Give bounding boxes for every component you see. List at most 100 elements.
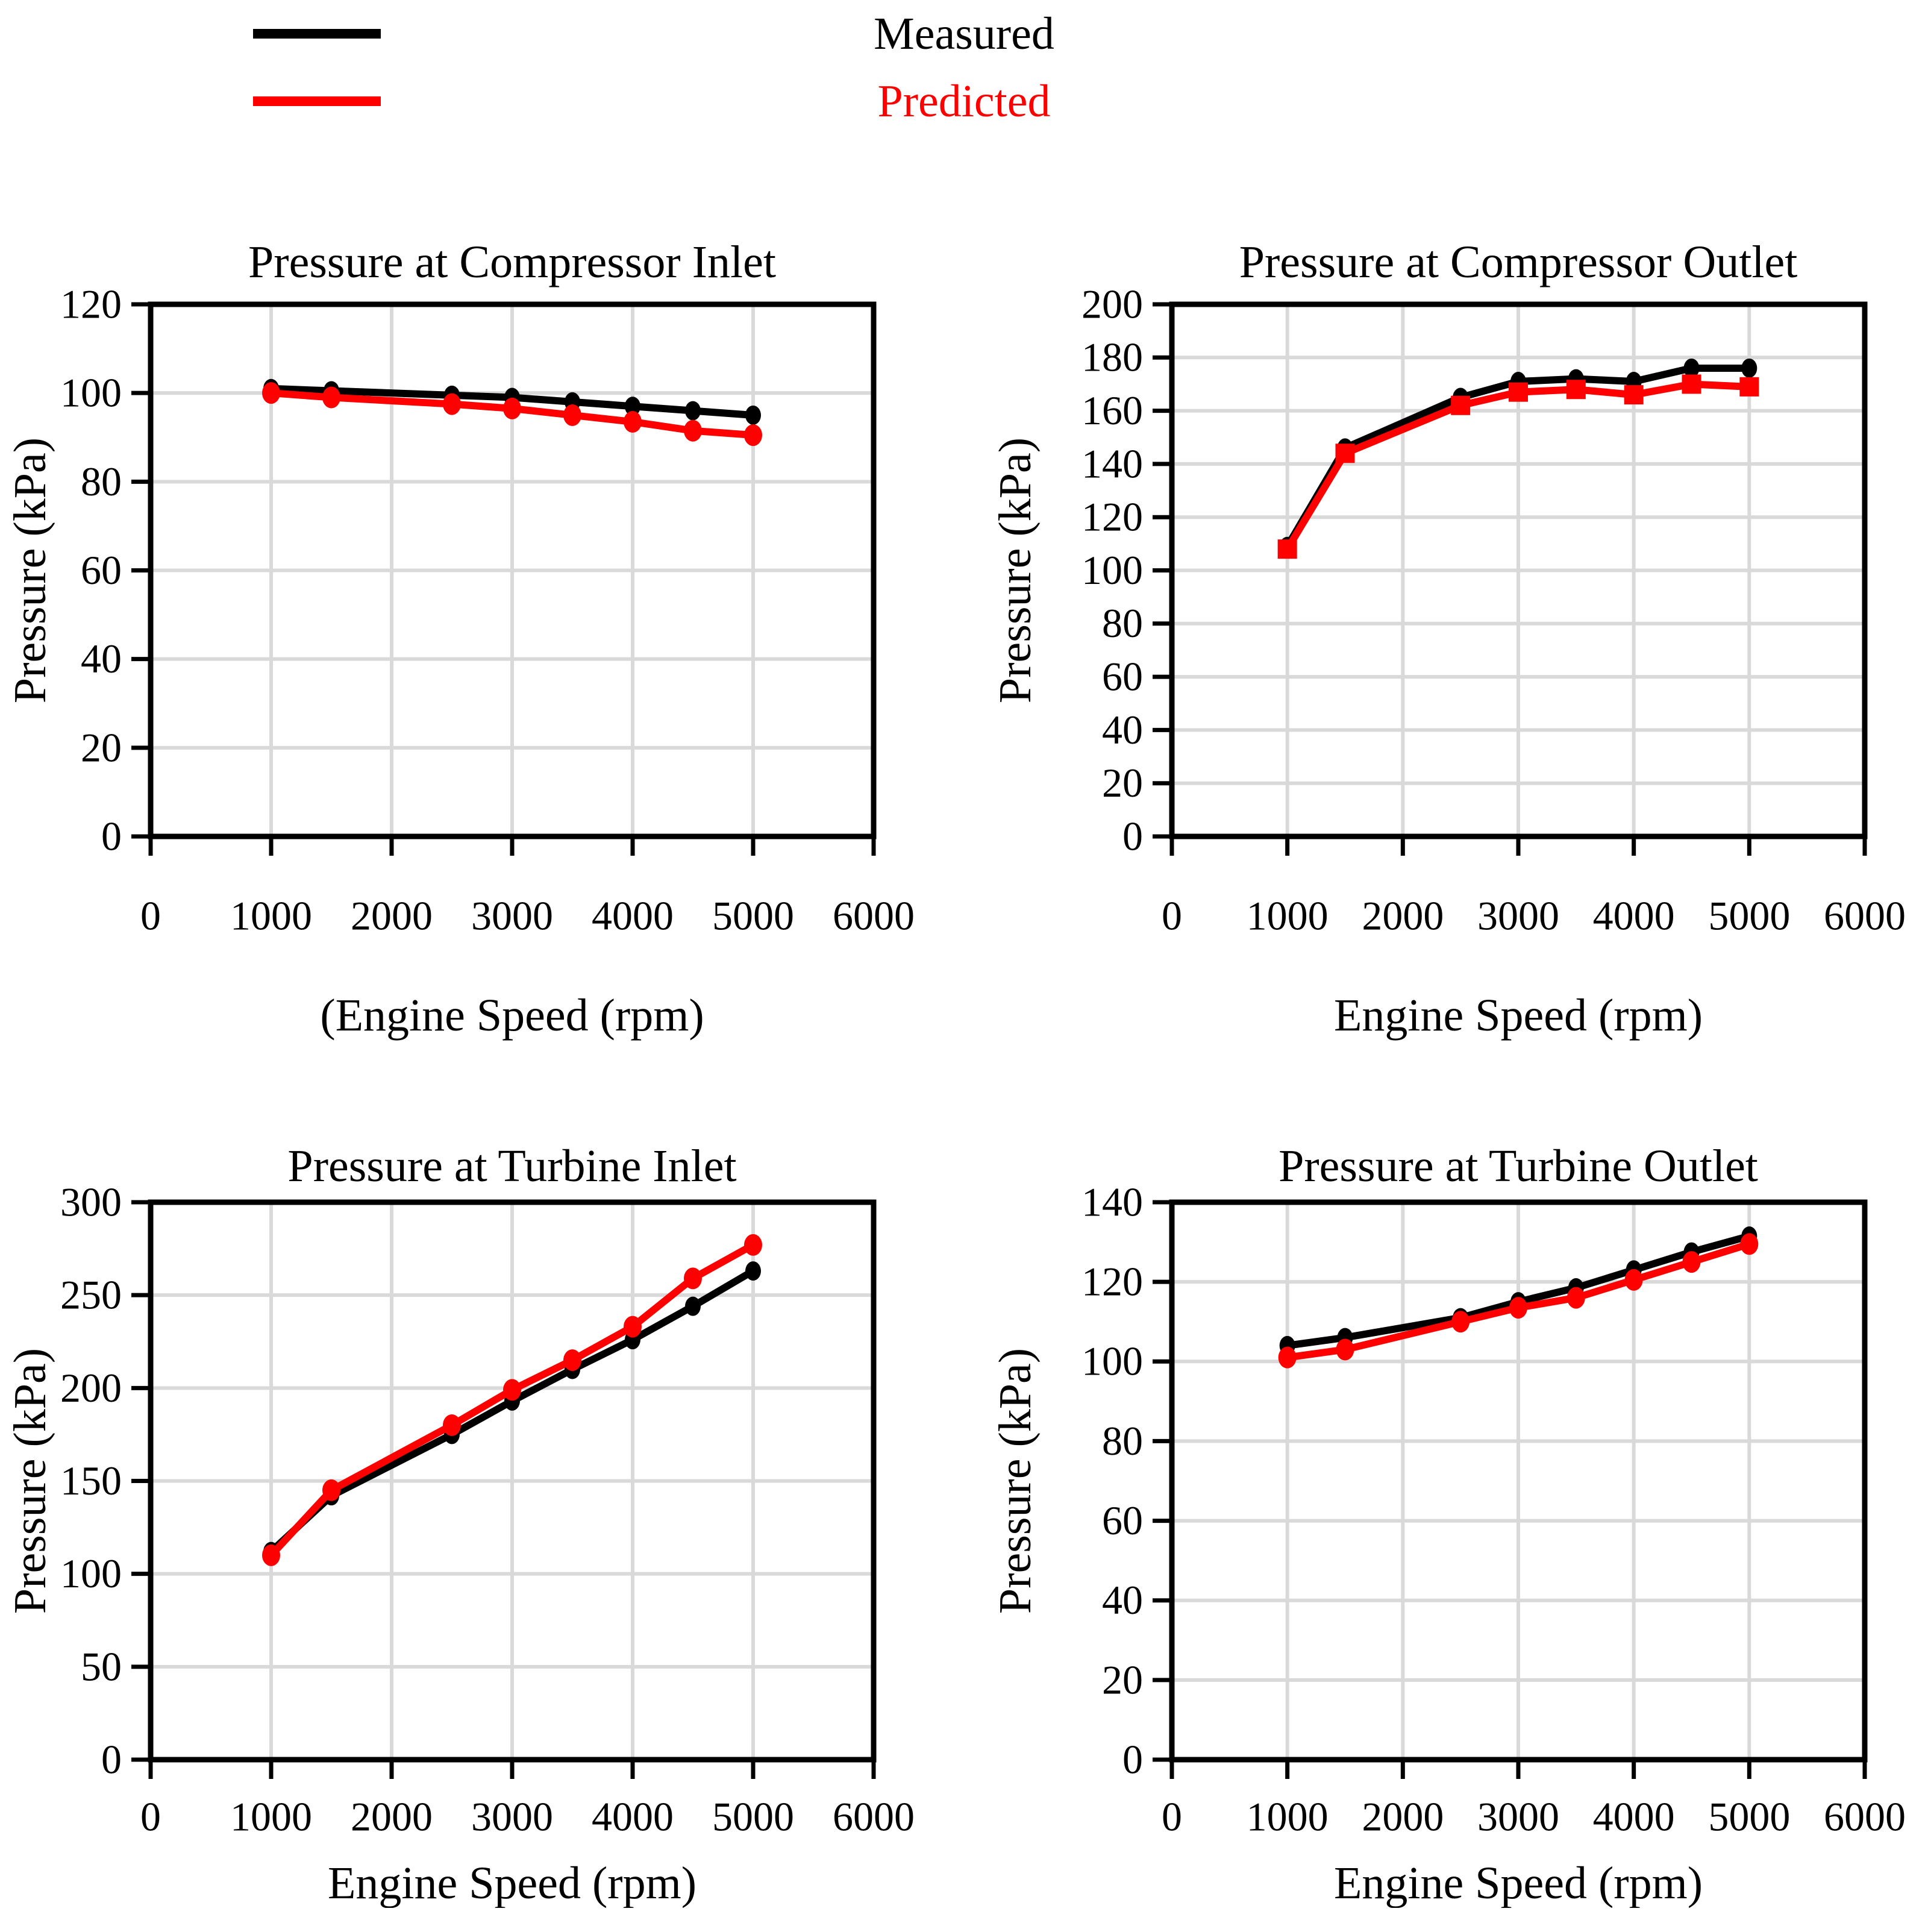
x-tick-label: 6000 — [833, 1793, 915, 1839]
data-point-predicted — [262, 382, 280, 404]
data-point-predicted — [1335, 444, 1355, 463]
x-axis-label: Engine Speed (rpm) — [328, 1858, 696, 1908]
y-tick-label: 150 — [60, 1458, 122, 1504]
x-tick-label: 5000 — [1708, 892, 1790, 938]
data-point-predicted — [1451, 395, 1471, 415]
y-tick-label: 80 — [81, 459, 122, 504]
x-tick-label: 1000 — [1247, 1793, 1329, 1839]
data-point-predicted — [1566, 380, 1586, 400]
charts-grid: 0 20 40 60 80 100 120 0 1000 2000 3000 4000 5000 6000… — [0, 145, 1928, 1908]
chart-title: Pressure at Turbine Inlet — [287, 1141, 736, 1191]
y-tick-label: 0 — [1122, 813, 1143, 859]
chart-pressure-turbine-inlet: 0 50 100 150 200 250 300 0 1000 2000 3000 4000 5000 6… — [0, 1079, 964, 1908]
chart-pressure-compressor-outlet: 0 20 40 60 80 100 120 140 160 180 200 0 1000 2000 3000… — [964, 145, 1928, 1079]
data-point-predicted — [1682, 1251, 1701, 1273]
y-tick-label: 200 — [1081, 281, 1143, 327]
data-point-predicted — [624, 410, 642, 433]
y-tick-label: 0 — [101, 1736, 122, 1782]
data-point-predicted — [1682, 374, 1701, 394]
data-point-measured — [1741, 358, 1757, 378]
data-point-predicted — [1451, 1311, 1470, 1333]
legend-item-measured: Measured — [0, 0, 1928, 67]
x-tick-label: 3000 — [471, 1793, 553, 1839]
y-tick-label: 250 — [60, 1272, 122, 1318]
data-point-predicted — [684, 419, 702, 442]
series-line-measured — [1283, 364, 1753, 550]
x-tick-label: 5000 — [712, 892, 794, 938]
y-tick-label: 60 — [1102, 654, 1143, 700]
y-tick-label: 40 — [81, 636, 122, 682]
x-axis-label: Engine Speed (rpm) — [1334, 990, 1703, 1041]
series-line-predicted — [268, 389, 757, 439]
data-point-predicted — [322, 386, 340, 409]
data-point-predicted — [1278, 1346, 1297, 1369]
x-tick-label: 6000 — [1824, 892, 1906, 938]
legend-label-measured: Measured — [874, 8, 1054, 59]
series-line-predicted — [1283, 1240, 1753, 1361]
y-axis-label: Pressure (kPa) — [5, 1348, 55, 1614]
data-point-predicted — [1740, 1233, 1759, 1255]
series-line-measured — [268, 384, 757, 419]
x-axis-label: Engine Speed (rpm) — [1334, 1858, 1703, 1908]
y-tick-label: 100 — [1081, 1338, 1143, 1384]
chart-canvas-compressor-inlet: 0 20 40 60 80 100 120 0 1000 2000 3000 4000 5000 6000… — [5, 237, 915, 1041]
data-point-predicted — [624, 1316, 642, 1338]
y-axis-label: Pressure (kPa) — [5, 438, 55, 703]
data-point-predicted — [1624, 385, 1644, 405]
y-tick-label: 100 — [1081, 547, 1143, 593]
chart-canvas-turbine-outlet: 0 20 40 60 80 100 120 140 0 1000 2000 3000 4000 5000 6… — [990, 1141, 1906, 1908]
data-point-predicted — [1624, 1269, 1643, 1291]
y-tick-label: 80 — [1102, 600, 1143, 646]
x-tick-label: 0 — [140, 1793, 161, 1839]
data-point-predicted — [443, 1414, 461, 1436]
x-tick-label: 2000 — [351, 1793, 433, 1839]
data-point-predicted — [443, 393, 461, 415]
y-tick-label: 20 — [1102, 760, 1143, 806]
x-tick-label: 6000 — [833, 892, 915, 938]
chart-title: Pressure at Turbine Outlet — [1279, 1141, 1758, 1191]
y-tick-label: 100 — [60, 1551, 122, 1596]
data-point-measured — [745, 1261, 761, 1281]
data-point-measured — [625, 397, 640, 416]
x-tick-label: 3000 — [471, 892, 553, 938]
data-point-measured — [1683, 358, 1700, 378]
x-tick-label: 0 — [1162, 892, 1182, 938]
series-line-measured — [268, 1267, 757, 1555]
data-point-predicted — [322, 1479, 340, 1501]
data-point-predicted — [1509, 382, 1528, 402]
data-point-measured — [745, 405, 761, 425]
y-tick-label: 140 — [1081, 441, 1143, 486]
data-point-predicted — [684, 1267, 702, 1290]
data-point-measured — [685, 1296, 701, 1316]
y-tick-label: 160 — [1081, 387, 1143, 433]
y-tick-label: 120 — [1081, 494, 1143, 540]
data-point-predicted — [503, 397, 521, 419]
legend-label-predicted: Predicted — [877, 76, 1051, 127]
y-tick-label: 120 — [1081, 1259, 1143, 1305]
data-point-predicted — [1566, 1287, 1585, 1309]
x-tick-label: 3000 — [1477, 1793, 1559, 1839]
data-point-predicted — [503, 1379, 521, 1401]
x-tick-label: 2000 — [351, 892, 433, 938]
y-tick-label: 0 — [1122, 1736, 1143, 1782]
y-tick-label: 140 — [1081, 1179, 1143, 1225]
data-point-predicted — [744, 1234, 762, 1256]
legend-item-predicted: Predicted — [0, 67, 1928, 135]
series-line-predicted — [268, 1241, 757, 1559]
x-tick-label: 0 — [140, 892, 161, 938]
x-tick-label: 0 — [1162, 1793, 1182, 1839]
series-line-measured — [1283, 1232, 1753, 1349]
data-point-predicted — [1277, 539, 1297, 559]
y-tick-label: 80 — [1102, 1418, 1143, 1464]
x-tick-label: 1000 — [230, 892, 312, 938]
y-tick-label: 100 — [60, 370, 122, 416]
chart-title: Pressure at Compressor Inlet — [248, 237, 776, 287]
x-tick-label: 1000 — [1247, 892, 1329, 938]
y-tick-label: 50 — [81, 1643, 122, 1689]
x-tick-label: 4000 — [592, 892, 674, 938]
y-tick-label: 40 — [1102, 1577, 1143, 1623]
y-tick-label: 120 — [60, 281, 122, 327]
y-tick-label: 200 — [60, 1365, 122, 1411]
